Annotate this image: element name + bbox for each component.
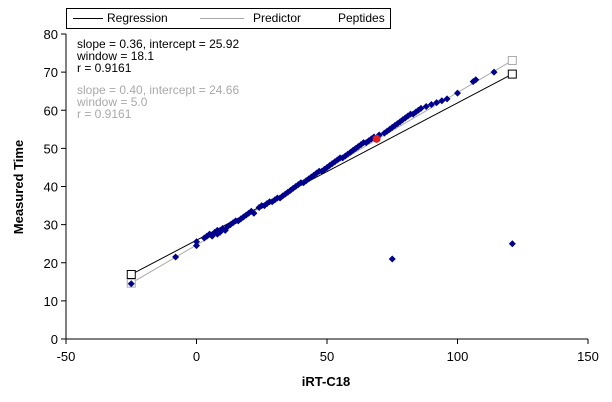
peptide-point — [250, 209, 258, 217]
peptide-point — [443, 95, 451, 103]
x-tick-label: 100 — [447, 349, 469, 364]
peptide-point — [490, 68, 498, 76]
peptide-point — [417, 104, 425, 112]
y-tick-label: 20 — [44, 256, 58, 271]
x-axis-label: iRT-C18 — [302, 374, 350, 389]
y-tick-label: 50 — [44, 141, 58, 156]
peptide-point — [388, 255, 396, 263]
peptide-point — [172, 253, 180, 261]
highlighted-peptide-point — [372, 134, 381, 143]
peptide-point — [193, 242, 200, 250]
peptide-point — [433, 99, 441, 107]
predictor-endpoint — [507, 55, 517, 65]
regression-stat-slope: slope = 0.36, intercept = 25.92 — [77, 37, 240, 51]
peptide-points — [127, 68, 516, 288]
legend-regression-swatch — [73, 18, 103, 19]
peptide-point — [427, 101, 435, 109]
x-tick-label: 0 — [193, 349, 200, 364]
y-tick-label: 60 — [44, 103, 58, 118]
regression-endpoint — [126, 269, 136, 279]
legend-regression-label: Regression — [107, 11, 168, 25]
plot-axes — [61, 33, 589, 344]
x-tick-label: 50 — [320, 349, 334, 364]
peptide-point — [127, 280, 135, 288]
predictor-stats: slope = 0.40, intercept = 24.66 window =… — [77, 84, 239, 120]
y-tick-label: 10 — [44, 294, 58, 309]
peptide-point — [438, 97, 446, 105]
y-axis-label: Measured Time — [11, 140, 26, 234]
peptide-point — [508, 240, 516, 248]
tick-labels: 0 10 20 30 40 50 60 70 80 -50 0 50 100 150 — [44, 27, 599, 364]
x-tick-label: -50 — [57, 349, 76, 364]
predictor-stat-r: r = 0.9161 — [77, 107, 132, 121]
peptide-point — [454, 89, 461, 97]
predictor-stat-slope: slope = 0.40, intercept = 24.66 — [77, 83, 240, 97]
chart-legend: Regression Predictor Peptides — [66, 8, 391, 29]
legend-peptides-label: Peptides — [338, 11, 385, 25]
y-tick-label: 30 — [44, 218, 58, 233]
peptide-point — [472, 76, 480, 84]
peptide-point — [193, 238, 200, 246]
legend-predictor-swatch — [200, 18, 244, 19]
y-tick-label: 40 — [44, 180, 58, 195]
regression-stat-r: r = 0.9161 — [77, 61, 132, 75]
regression-stats: slope = 0.36, intercept = 25.92 window =… — [77, 38, 239, 74]
x-tick-label: 150 — [577, 349, 599, 364]
y-tick-label: 0 — [51, 332, 58, 347]
regression-endpoint — [507, 69, 517, 79]
legend-predictor-label: Predictor — [253, 11, 302, 25]
y-tick-label: 70 — [44, 65, 58, 80]
peptide-point — [422, 102, 430, 110]
regression-stat-window: window = 18.1 — [77, 49, 155, 63]
predictor-stat-window: window = 5.0 — [77, 95, 148, 109]
y-tick-label: 80 — [44, 27, 58, 42]
